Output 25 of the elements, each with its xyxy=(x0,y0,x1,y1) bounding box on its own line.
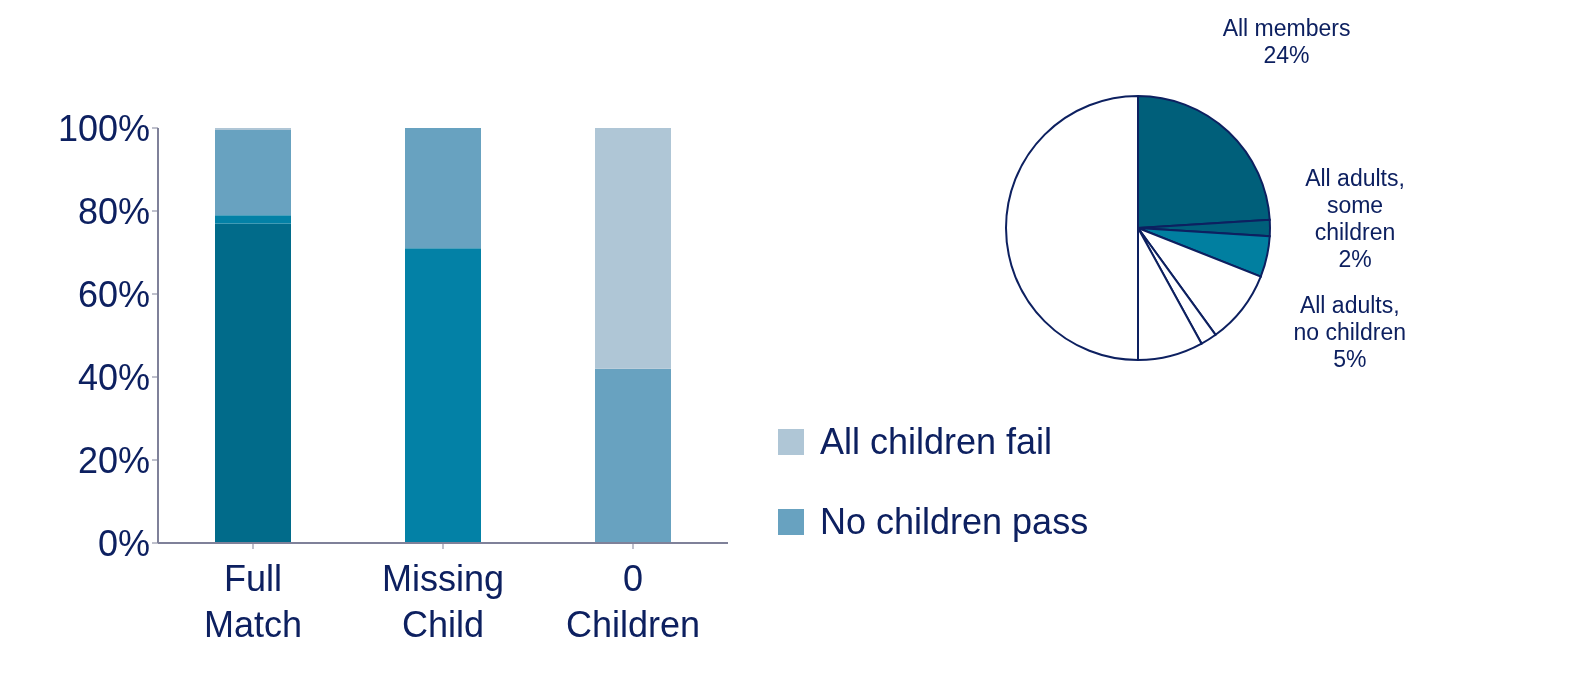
data-label: 5% xyxy=(1333,346,1367,373)
y-tick-label: 60% xyxy=(77,273,150,315)
x-tick-label: 0 Children xyxy=(565,558,701,645)
bar xyxy=(405,128,481,249)
y-tick-label: 0% xyxy=(97,522,150,564)
legend-label: No children pass xyxy=(820,501,1089,543)
bar xyxy=(215,130,291,216)
bar xyxy=(405,248,481,543)
slice-label: All adults, some children xyxy=(1305,165,1405,245)
x-tick-label: Missing Child xyxy=(381,558,505,645)
bar xyxy=(215,215,291,224)
bar xyxy=(215,128,291,131)
bar xyxy=(215,223,291,543)
slice-label: All adults, no children xyxy=(1293,292,1407,346)
y-tick-label: 80% xyxy=(77,190,150,232)
y-tick-label: 40% xyxy=(77,356,150,398)
x-tick-label: Full Match xyxy=(203,558,303,645)
slice-label: All members xyxy=(1222,14,1351,41)
y-tick-label: 20% xyxy=(77,439,150,481)
data-label: 24% xyxy=(1263,41,1310,68)
legend-label: All children fail xyxy=(820,421,1053,463)
data-label: 2% xyxy=(1338,246,1372,272)
bar xyxy=(595,128,671,369)
y-tick-label: 100% xyxy=(57,107,150,149)
bar xyxy=(595,368,671,543)
